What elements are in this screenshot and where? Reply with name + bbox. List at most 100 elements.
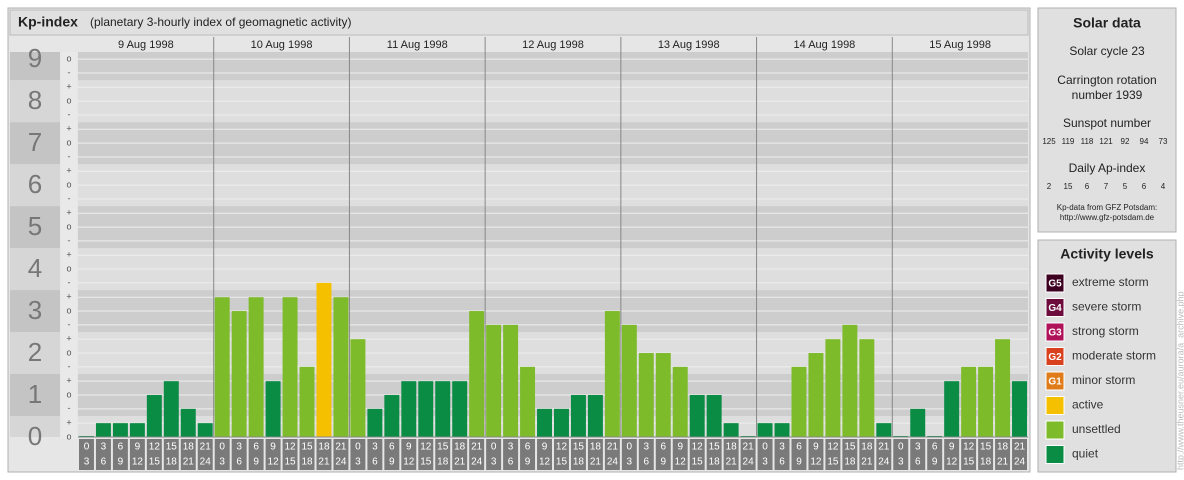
ap-value: 2 [1047, 182, 1052, 191]
x-tick-label: 3 [491, 457, 497, 468]
bar [961, 366, 977, 437]
bar [214, 297, 230, 437]
bar [842, 324, 858, 437]
panel-title: Solar data [1073, 15, 1141, 31]
interval-box [876, 439, 892, 470]
x-tick-label: 15 [844, 442, 856, 453]
minor-tick-label: + [66, 124, 71, 134]
x-tick-label: 12 [692, 442, 704, 453]
band [10, 122, 60, 165]
x-tick-label: 15 [573, 442, 585, 453]
bar [1012, 381, 1027, 437]
x-tick-label: 18 [726, 442, 738, 453]
bar [554, 408, 569, 437]
legend-label: extreme storm [1072, 275, 1149, 289]
x-tick-label: 12 [810, 457, 822, 468]
sunspot-label: Sunspot number [1063, 116, 1151, 130]
interval-box [808, 439, 824, 470]
x-tick-label: 15 [709, 442, 721, 453]
legend-label: unsettled [1072, 422, 1121, 436]
legend-swatch [1045, 371, 1065, 391]
x-tick-label: 15 [827, 457, 839, 468]
interval-box [469, 439, 485, 470]
bar [299, 366, 315, 437]
minor-tick-label: - [68, 319, 71, 329]
minor-tick-label: + [66, 208, 71, 218]
sunspot-value: 119 [1062, 137, 1075, 146]
legend-badge: G3 [1048, 328, 1062, 339]
x-tick-label: 21 [997, 457, 1009, 468]
x-tick-label: 6 [915, 457, 921, 468]
x-tick-label: 6 [508, 457, 514, 468]
interval-box [435, 439, 451, 470]
x-tick-label: 15 [420, 457, 432, 468]
x-tick-label: 18 [318, 442, 330, 453]
x-tick-label: 21 [183, 457, 195, 468]
interval-box [706, 439, 722, 470]
bar [452, 381, 468, 437]
interval-box [248, 439, 264, 470]
x-tick-label: 6 [796, 442, 802, 453]
minor-tick-label: o [66, 389, 71, 399]
bar [910, 408, 926, 437]
bar [384, 395, 400, 437]
x-tick-label: 18 [980, 457, 992, 468]
x-tick-label: 9 [796, 457, 802, 468]
bar [944, 381, 960, 437]
x-tick-label: 6 [118, 442, 124, 453]
solar-cycle: Solar cycle 23 [1069, 44, 1145, 58]
legend-badge: G5 [1048, 279, 1062, 290]
x-tick-label: 12 [946, 457, 958, 468]
watermark: http://www.theusner.eu/aurora/a_archive.… [1175, 291, 1184, 470]
x-tick-label: 21 [590, 457, 602, 468]
x-tick-label: 15 [301, 442, 313, 453]
band [10, 164, 60, 207]
y-tick-label: 6 [28, 169, 42, 199]
date-label: 12 Aug 1998 [522, 39, 584, 51]
bar [197, 423, 213, 437]
x-tick-label: 21 [318, 457, 330, 468]
x-tick-label: 18 [590, 442, 602, 453]
y-tick-label: 9 [28, 43, 42, 73]
x-tick-label: 18 [844, 457, 856, 468]
minor-tick-label: - [68, 193, 71, 203]
x-tick-label: 18 [166, 457, 178, 468]
x-tick-label: 3 [915, 442, 921, 453]
date-label: 10 Aug 1998 [251, 39, 313, 51]
legend-swatch [1045, 445, 1065, 464]
interval-box [520, 439, 536, 470]
bar [757, 423, 773, 437]
interval-box [503, 439, 519, 470]
minor-tick-label: o [66, 95, 71, 105]
legend-swatch [1045, 273, 1065, 293]
interval-box [672, 439, 688, 470]
x-tick-label: 9 [813, 442, 819, 453]
x-tick-label: 3 [236, 442, 242, 453]
interval-box [146, 439, 162, 470]
bar [978, 366, 994, 437]
interval-box [961, 439, 977, 470]
bar [995, 339, 1011, 437]
x-tick-label: 12 [268, 457, 280, 468]
ap-label: Daily Ap-index [1069, 161, 1146, 175]
sunspot-value: 118 [1081, 137, 1094, 146]
x-tick-label: 15 [149, 457, 161, 468]
band [10, 290, 60, 333]
x-tick-label: 9 [406, 442, 412, 453]
date-label: 14 Aug 1998 [794, 39, 856, 51]
minor-tick-label: + [66, 334, 71, 344]
bar [570, 395, 586, 437]
x-tick-label: 24 [743, 457, 755, 468]
x-tick-label: 12 [963, 442, 975, 453]
chart-subtitle: (planetary 3-hourly index of geomagnetic… [90, 15, 351, 29]
date-header [61, 37, 1028, 52]
minor-tick-label: + [66, 82, 71, 92]
interval-box [842, 439, 858, 470]
interval-box [333, 439, 349, 470]
legend-label: active [1072, 398, 1104, 412]
minor-tick-label: + [66, 250, 71, 260]
band [78, 416, 1028, 437]
interval-box [604, 439, 620, 470]
bar [587, 395, 603, 437]
bar [248, 297, 264, 437]
